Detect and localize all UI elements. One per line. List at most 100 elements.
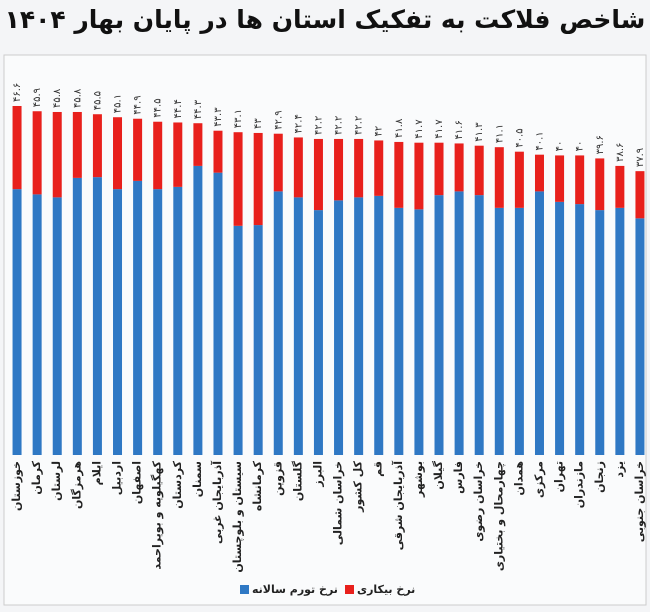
x-tick-label: بوشهر <box>412 461 425 498</box>
x-tick-label: کل کشور <box>352 460 365 512</box>
bar-segment <box>555 201 565 455</box>
total-label: ۴۴.۵ <box>153 98 164 117</box>
total-label: ۴۳ <box>253 118 264 129</box>
total-label: ۴۰ <box>555 141 566 152</box>
bar-segment <box>153 121 163 190</box>
total-label: ۴۵.۸ <box>52 88 63 108</box>
bar-segment <box>72 177 82 455</box>
bar-segment <box>414 209 424 455</box>
total-label: ۴۲ <box>374 126 385 137</box>
total-label: ۴۰ <box>575 141 586 152</box>
x-tick-label: فارس <box>452 461 465 494</box>
x-tick-label: مرکزی <box>532 461 545 498</box>
total-label: ۴۰.۵ <box>514 128 525 147</box>
total-label: ۴۲.۲ <box>334 116 345 135</box>
bar-segment <box>354 197 364 455</box>
bar-segment <box>354 138 364 198</box>
bar-segment <box>173 122 183 187</box>
total-label: ۴۰.۱ <box>534 131 545 150</box>
total-label: ۴۲.۹ <box>273 110 284 129</box>
bar-segment <box>635 218 645 455</box>
total-label: ۴۳.۱ <box>233 109 244 128</box>
bar-segment <box>434 142 444 196</box>
bar-segment <box>575 155 585 205</box>
x-tick-label: تهران <box>553 461 566 492</box>
x-tick-label: خراسان جنوبی <box>633 461 646 542</box>
bar-segment <box>575 204 585 455</box>
bar-segment <box>133 180 143 456</box>
total-label: ۴۴.۳ <box>193 99 204 119</box>
x-tick-label: آذربایجان غربی <box>210 461 224 544</box>
bar-segment <box>595 210 605 455</box>
x-tick-label: سمنان <box>191 461 204 497</box>
bar-segment <box>32 111 42 195</box>
bar-segment <box>313 138 323 211</box>
x-tick-label: قزوین <box>271 461 284 496</box>
bar-segment <box>213 130 223 173</box>
x-tick-label: کرمانشاه <box>251 460 264 511</box>
bar-segment <box>313 210 323 455</box>
x-tick-label: خراسان رضوی <box>472 461 485 542</box>
bar-segment <box>113 117 123 190</box>
bar-segment <box>253 225 263 455</box>
bar-segment <box>474 145 484 196</box>
bar-segment <box>374 195 384 455</box>
x-tick-label: آذربایجان شرقی <box>391 461 405 551</box>
bar-segment <box>253 132 263 226</box>
bar-segment <box>52 111 62 198</box>
bar-segment <box>394 207 404 455</box>
bar-segment <box>153 189 163 455</box>
bar-segment <box>494 207 504 455</box>
bar-segment <box>534 191 544 456</box>
total-label: ۴۵.۸ <box>72 88 83 108</box>
x-tick-label: البرز <box>311 461 324 488</box>
bar-segment <box>555 155 565 202</box>
bar-segment <box>474 195 484 456</box>
legend-label: نرخ تورم سالانه <box>252 583 338 596</box>
total-label: ۴۵.۹ <box>32 88 43 107</box>
total-label: ۴۱.۷ <box>414 119 425 139</box>
bar-segment <box>273 191 283 456</box>
bar-segment <box>334 200 344 455</box>
total-label: ۴۱.۸ <box>394 118 405 138</box>
bar-segment <box>334 138 344 201</box>
bar-segment <box>394 141 404 208</box>
bar-segment <box>233 132 243 226</box>
bar-segment <box>514 151 524 208</box>
total-label: ۴۱.۷ <box>434 119 445 139</box>
x-tick-label: قم <box>372 461 385 477</box>
bar-segment <box>494 147 504 208</box>
x-tick-label: کهگیلویه و بویراحمد <box>151 460 164 569</box>
x-tick-label: چهارمحال و بختیاری <box>492 461 505 571</box>
x-tick-label: گیلان <box>432 460 445 489</box>
total-label: ۴۱.۱ <box>494 124 505 143</box>
legend-swatch <box>240 585 249 594</box>
bar-segment <box>92 114 102 178</box>
bar-segment <box>12 189 22 455</box>
bar-segment <box>595 158 605 211</box>
x-tick-label: اصفهان <box>131 461 144 504</box>
x-tick-label: گلستان <box>291 460 304 501</box>
x-tick-label: کردستان <box>171 460 184 508</box>
total-label: ۴۴.۹ <box>133 95 144 114</box>
bar-segment <box>374 140 384 196</box>
x-tick-label: خراسان شمالی <box>332 461 345 545</box>
chart-title: شاخص فلاکت به تفکیک استان ها در پایان به… <box>5 5 646 35</box>
total-label: ۴۳.۳ <box>213 107 224 127</box>
x-tick-label: کرمان <box>30 460 43 494</box>
legend-swatch <box>345 585 354 594</box>
x-tick-label: اردبیل <box>111 461 124 495</box>
x-tick-label: یزد <box>613 461 626 478</box>
bar-segment <box>193 165 203 455</box>
bar-segment <box>293 197 303 455</box>
total-label: ۴۱.۳ <box>474 122 485 142</box>
bar-segment <box>213 172 223 455</box>
bar-segment <box>113 189 123 455</box>
bar-segment <box>454 191 464 456</box>
bar-segment <box>635 171 645 219</box>
bar-segment <box>193 123 203 166</box>
bar-segment <box>273 133 283 192</box>
total-label: ۴۲.۴ <box>293 114 304 133</box>
bar-segment <box>414 142 424 210</box>
bar-segment <box>514 207 524 455</box>
